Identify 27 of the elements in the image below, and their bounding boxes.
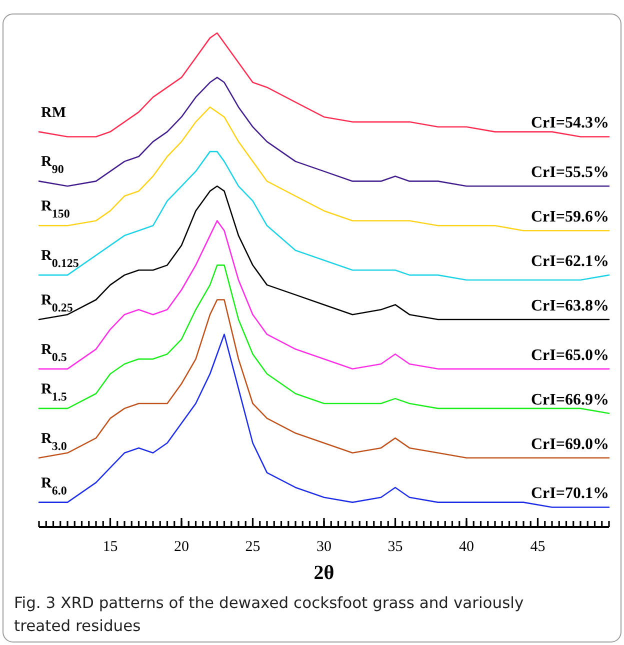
- series-label: R$_{90}$: [41, 154, 64, 176]
- series-label: R$_{150}$: [41, 198, 70, 221]
- annotation: CrI=54.3%: [531, 114, 609, 132]
- x-tick-label: 15: [102, 539, 118, 555]
- series-label: R$_{1.5}$: [41, 381, 67, 404]
- series-label: R$_{6.0}$: [41, 475, 67, 498]
- annotation: CrI=62.1%: [531, 253, 609, 270]
- x-tick-label: 45: [530, 539, 546, 555]
- x-tick-label: 40: [459, 539, 474, 555]
- x-axis-title: 2θ: [314, 562, 334, 584]
- annotation: CrI=66.9%: [531, 391, 609, 408]
- annotation: CrI=69.0%: [531, 436, 609, 453]
- x-tick-label: 30: [316, 539, 332, 555]
- x-tick-label: 35: [388, 539, 403, 555]
- annotation: CrI=63.8%: [531, 298, 609, 315]
- x-tick-label: 25: [245, 539, 260, 555]
- text: Fig. 3 XRD patterns of the dewaxed cocksfoot grass and variously treated residues: [14, 594, 524, 635]
- series-label: R$_{0.25}$: [41, 292, 73, 315]
- annotation: CrI=59.6%: [531, 208, 609, 226]
- series-label: RM: [41, 104, 66, 121]
- series-label: R$_{0.125}$: [41, 248, 79, 270]
- series-label: R$_{0.5}$: [41, 342, 67, 364]
- annotation: CrI=55.5%: [531, 164, 609, 182]
- annotation: CrI=65.0%: [531, 346, 609, 364]
- series-label: R$_{3.0}$: [41, 430, 67, 453]
- annotation: CrI=70.1%: [531, 485, 609, 502]
- x-tick-label: 20: [174, 539, 189, 555]
